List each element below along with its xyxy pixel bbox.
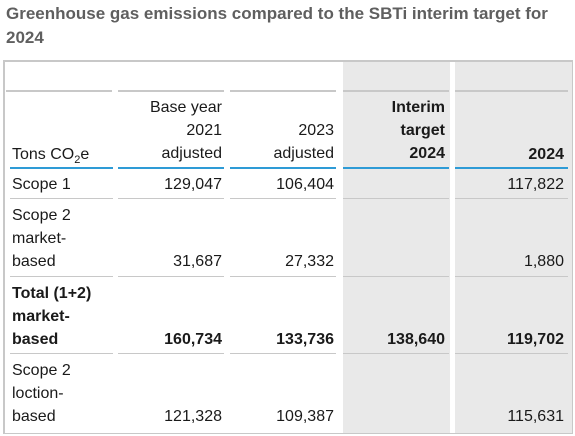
header-top-rule <box>118 90 224 92</box>
row-divider <box>118 198 224 199</box>
table-title: Greenhouse gas emissions compared to the… <box>6 4 548 47</box>
row-divider <box>455 276 568 277</box>
year-2024-column-shading <box>455 61 572 433</box>
row-divider <box>343 276 449 277</box>
table-cell: 109,387 <box>276 408 334 425</box>
table-cell: 117,822 <box>507 176 564 193</box>
row-label-total-market: Total (1+2) market- based <box>12 285 92 348</box>
table-top-border <box>3 60 573 62</box>
header-underline <box>455 167 568 169</box>
row-divider <box>343 353 449 354</box>
table-cell: 119,702 <box>507 331 564 348</box>
base-year-header: Base year 2021 adjusted <box>149 99 222 162</box>
row-label-scope2-market: Scope 2 market- based <box>12 207 71 270</box>
year-2023-header: 2023 adjusted <box>273 122 335 162</box>
table-cell: 160,734 <box>164 331 222 348</box>
header-underline <box>230 167 336 169</box>
interim-target-header: Interim target 2024 <box>391 99 445 162</box>
table-cell: 27,332 <box>285 253 334 270</box>
row-divider <box>10 276 113 277</box>
interim-column-shading <box>343 61 450 433</box>
row-divider <box>230 276 336 277</box>
row-divider <box>10 353 113 354</box>
row-label-scope2-location: Scope 2 loction- based <box>12 362 71 425</box>
header-underline <box>118 167 224 169</box>
header-top-rule <box>230 90 336 92</box>
row-label-scope1: Scope 1 <box>12 176 71 193</box>
header-underline <box>343 167 449 169</box>
table-cell: 31,687 <box>173 253 222 270</box>
row-divider <box>10 198 113 199</box>
table-cell: 138,640 <box>387 331 445 348</box>
table-cell: 1,880 <box>523 253 564 270</box>
table-cell: 115,631 <box>507 408 564 425</box>
row-divider <box>230 198 336 199</box>
row-divider <box>455 353 568 354</box>
table-cell: 121,328 <box>164 408 222 425</box>
row-divider <box>343 198 449 199</box>
header-underline <box>10 167 113 169</box>
year-2024-header: 2024 <box>528 146 564 163</box>
row-divider <box>230 353 336 354</box>
row-divider <box>455 198 568 199</box>
unit-header: Tons CO2e <box>12 146 90 167</box>
table-frame <box>3 60 573 434</box>
row-divider <box>118 353 224 354</box>
header-top-rule <box>343 90 449 92</box>
header-top-rule <box>6 90 112 92</box>
header-top-rule <box>455 90 568 92</box>
table-cell: 106,404 <box>276 176 334 193</box>
table-cell: 133,736 <box>276 331 334 348</box>
row-divider <box>118 276 224 277</box>
table-cell: 129,047 <box>164 176 222 193</box>
